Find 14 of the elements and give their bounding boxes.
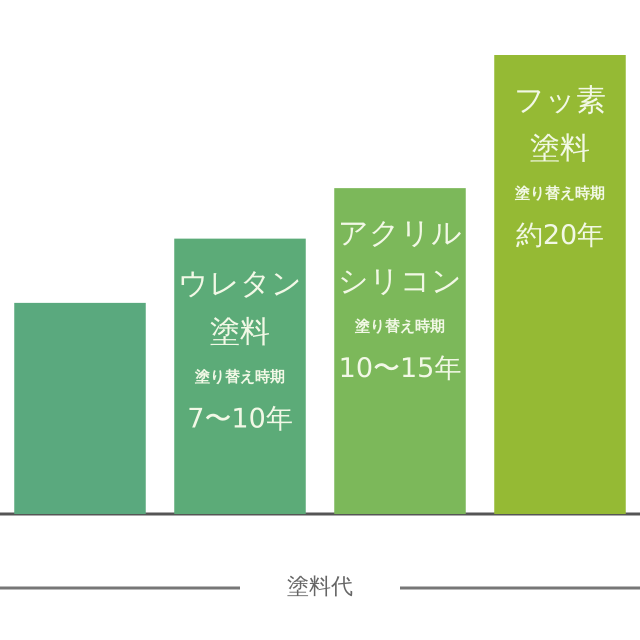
annotation: 塗り替え時期 — [514, 184, 605, 202]
x-tick-label: フッ素塗料 — [514, 82, 606, 166]
annotation: 塗り替え時期 — [354, 317, 445, 335]
annotation: 約20年 — [516, 220, 604, 252]
annotation: 10〜15年 — [338, 353, 462, 384]
annotation: 塗り替え時期 — [194, 367, 285, 386]
bar — [334, 188, 466, 514]
bar — [494, 55, 626, 514]
bar — [14, 302, 146, 514]
x-tick-label: ウレタン塗料 — [178, 266, 302, 350]
bar — [174, 238, 306, 514]
x-tick-label: アクリルシリコン — [338, 216, 462, 299]
x-axis-title: 塗料代 — [287, 574, 353, 600]
annotation: 7〜10年 — [187, 404, 293, 435]
